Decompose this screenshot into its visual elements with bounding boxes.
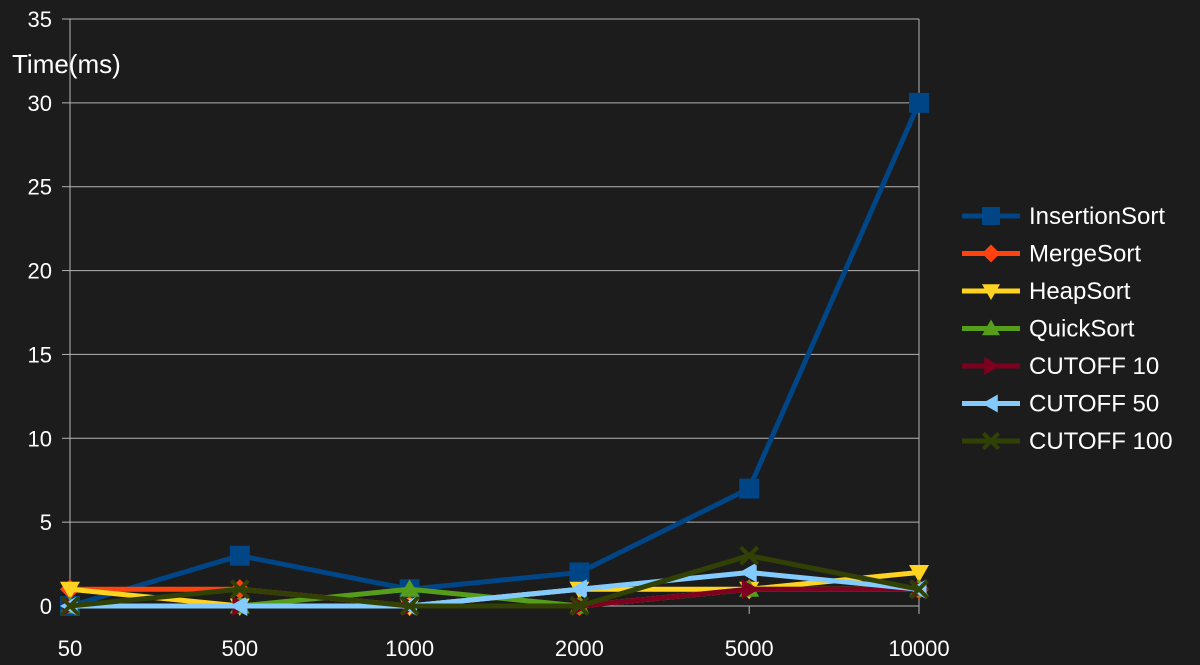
legend-marker [982,319,1000,336]
x-tick-label: 50 [58,636,82,660]
marker-x-stroke [909,579,929,600]
data-point-cutoff-100 [569,596,590,616]
marker-x-stroke [229,579,250,600]
legend-label: MergeSort [1029,241,1141,268]
legend-marker [981,431,1001,451]
legend-label: CUTOFF 10 [1029,353,1159,380]
data-point-heapsort [909,564,929,583]
marker-x-stroke [981,431,1001,451]
y-tick-label: 30 [28,91,52,116]
data-point-cutoff-100 [739,545,760,566]
legend-label: CUTOFF 50 [1029,391,1159,418]
x-tick-label: 1000 [385,636,434,660]
data-point-cutoff-100 [909,579,929,600]
x-tick-label: 10000 [888,636,949,660]
y-tick-label: 20 [28,259,52,284]
legend-marker [982,207,1000,225]
legend-item-heapsort: HeapSort [962,278,1131,305]
data-point-cutoff-10 [741,579,760,600]
y-tick-label: 15 [28,342,52,367]
marker-x-stroke [60,596,80,616]
data-point-insertionsort [739,478,760,499]
marker-x-stroke [739,545,760,566]
legend-label: CUTOFF 100 [1029,428,1173,455]
y-tick-label: 25 [28,175,52,200]
y-tick-label: 0 [40,594,52,619]
legend-label: HeapSort [1029,278,1131,305]
x-tick-label: 5000 [725,636,774,660]
legend-marker [982,394,998,413]
y-axis-title: Time(ms) [12,49,121,79]
data-point-insertionsort [569,562,590,583]
y-tick-label: 5 [40,510,52,535]
x-tick-label: 2000 [555,636,604,660]
y-tick-label: 35 [28,7,52,32]
data-point-insertionsort [909,92,929,113]
legend-item-cutoff-100: CUTOFF 100 [962,428,1173,455]
tick-labels: 0 5 10 15 20 25 30 35 50 500 1000 2000 5000 10000 [28,7,950,661]
data-point-insertionsort [229,545,250,566]
legend-item-mergesort: MergeSort [962,241,1141,268]
data-point-cutoff-50 [739,562,757,583]
series-lines [60,92,929,616]
legend-label: InsertionSort [1029,203,1165,230]
legend-marker [982,244,1000,263]
marker-x-stroke [569,596,590,616]
legend-item-quicksort: QuickSort [962,316,1135,343]
legend-marker [984,357,1000,375]
data-point-cutoff-100 [229,579,250,600]
series-line-cutoff-100 [69,553,920,609]
series-cutoff-100 [60,545,929,616]
data-point-quicksort [399,579,420,597]
data-point-cutoff-100 [60,596,80,616]
legend-item-insertionsort: InsertionSort [962,203,1165,230]
marker-x-stroke [399,596,420,616]
y-tick-label: 10 [28,426,52,451]
data-point-heapsort [60,581,80,600]
legend-item-cutoff-50: CUTOFF 50 [962,391,1159,418]
data-point-cutoff-100 [399,596,420,616]
axes [62,18,920,614]
data-point-cutoff-50 [229,596,248,616]
legend-marker [982,284,1000,300]
legend: InsertionSort MergeSort HeapSort QuickSort C… [962,203,1173,455]
series-line-cutoff-50 [70,569,920,609]
gridlines [70,18,919,523]
series-line-insertionsort [69,101,922,609]
legend-item-cutoff-10: CUTOFF 10 [962,353,1159,380]
legend-label: QuickSort [1029,316,1135,343]
x-tick-label: 500 [221,636,258,660]
data-point-cutoff-50 [569,579,587,600]
